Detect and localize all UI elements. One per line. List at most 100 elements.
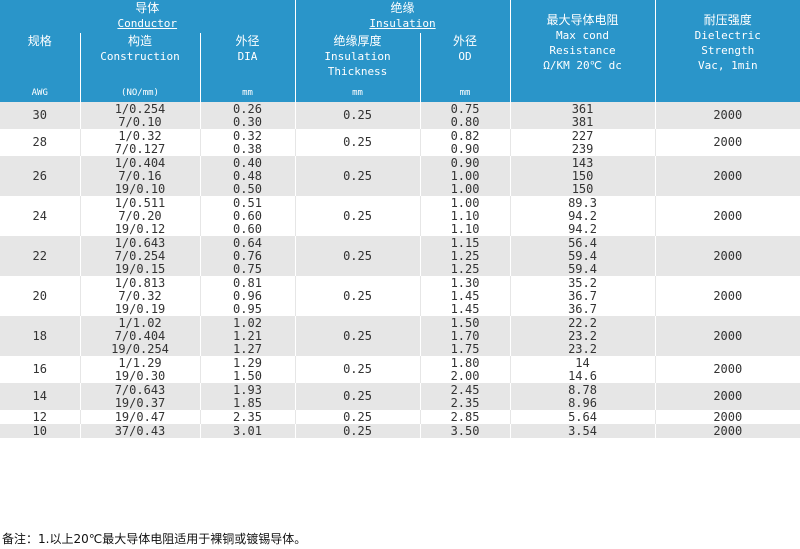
table-row: 28 1/0.32 7/0.127 0.32 0.38 0.25 0.82 0.90 227 23… bbox=[0, 129, 800, 156]
dia-cell: 0.51 0.60 0.60 bbox=[199, 196, 296, 236]
awg-cell: 16 bbox=[0, 356, 80, 383]
resistance-cell-line: 5.64 bbox=[568, 409, 597, 424]
awg-header-unit: AWG bbox=[31, 88, 48, 98]
dia-cell-line: 3.01 bbox=[233, 423, 262, 438]
dia-header-unit: mm bbox=[242, 88, 253, 98]
resistance-cell-line: 94.2 bbox=[568, 208, 597, 223]
dielectric-cell-value: 2000 bbox=[713, 168, 743, 183]
thickness-cell: 0.25 bbox=[294, 102, 421, 129]
awg-cell: 14 bbox=[0, 383, 80, 410]
thickness-cell-value: 0.25 bbox=[343, 423, 372, 438]
awg-cell: 18 bbox=[0, 316, 80, 356]
dia-cell: 2.35 bbox=[199, 410, 296, 424]
awg-cell-value: 24 bbox=[32, 208, 47, 223]
awg-cell-value: 10 bbox=[32, 423, 47, 438]
resistance-cell-line: 89.3 bbox=[568, 195, 597, 210]
dielectric-header: 耐压强度 Dielectric Strength Vac, 1min bbox=[654, 0, 800, 102]
od-cell: 2.85 bbox=[419, 409, 511, 424]
dielectric-cell-value: 2000 bbox=[713, 423, 743, 438]
od-cell-line: 2.35 bbox=[450, 395, 480, 410]
resistance-cell: 143 150 150 bbox=[509, 156, 656, 196]
construction-cell: 19/0.47 bbox=[79, 409, 200, 424]
od-cell-line: 1.75 bbox=[450, 341, 480, 356]
od-cell-line: 0.80 bbox=[450, 114, 480, 129]
conductor-header-en: Conductor bbox=[117, 17, 178, 30]
od-cell: 2.45 2.35 bbox=[419, 383, 511, 410]
thickness-cell-value: 0.25 bbox=[343, 288, 372, 303]
dia-cell-line: 0.38 bbox=[233, 141, 262, 156]
od-cell-line: 1.50 bbox=[450, 315, 480, 330]
construction-cell-line: 7/0.32 bbox=[118, 288, 162, 303]
dielectric-header-en2: Strength bbox=[701, 44, 755, 57]
dielectric-cell-value: 2000 bbox=[713, 135, 743, 149]
thickness-header-unit: mm bbox=[352, 88, 363, 98]
od-header-unit: mm bbox=[459, 88, 471, 98]
resistance-cell-line: 8.78 bbox=[568, 382, 597, 397]
od-header: 外径 OD mm bbox=[419, 33, 511, 102]
dia-cell-line: 1.50 bbox=[233, 368, 262, 383]
insulation-group-header: 绝缘 Insulation bbox=[294, 0, 511, 33]
resistance-cell: 5.64 bbox=[509, 409, 656, 424]
construction-cell: 1/0.643 7/0.254 19/0.15 bbox=[79, 236, 200, 276]
od-cell: 0.90 1.00 1.00 bbox=[419, 156, 511, 196]
resistance-cell-line: 23.2 bbox=[568, 341, 597, 356]
resistance-cell-line: 59.4 bbox=[568, 261, 597, 276]
dia-cell: 0.81 0.96 0.95 bbox=[199, 276, 296, 316]
construction-cell-line: 7/0.127 bbox=[114, 141, 166, 156]
thickness-cell: 0.25 bbox=[294, 196, 421, 236]
od-cell-line: 3.50 bbox=[450, 423, 480, 438]
awg-cell: 22 bbox=[0, 236, 80, 276]
table-row: 26 1/0.404 7/0.16 19/0.10 0.40 0.48 0.50 0.25 0.… bbox=[0, 156, 800, 196]
construction-header: 构造 Construction (NO/mm) bbox=[79, 33, 200, 102]
thickness-cell: 0.25 bbox=[294, 383, 421, 410]
construction-cell-line: 7/0.20 bbox=[118, 208, 162, 223]
footnote: 备注：1.以上20℃最大导体电阻适用于裸铜或镀锡导体。 bbox=[2, 532, 307, 546]
thickness-cell-value: 0.25 bbox=[343, 248, 372, 263]
dia-cell: 3.01 bbox=[199, 423, 296, 438]
construction-cell-line: 7/0.643 bbox=[114, 382, 166, 397]
dielectric-cell: 2000 bbox=[654, 236, 800, 276]
awg-cell-value: 12 bbox=[32, 409, 47, 424]
resistance-cell-line: 227 bbox=[571, 128, 594, 143]
table-row: 10 37/0.43 3.01 0.25 3.50 3.54 2000 bbox=[0, 424, 800, 438]
awg-header-cn: 规格 bbox=[27, 34, 52, 48]
awg-cell: 26 bbox=[0, 156, 80, 196]
conductor-header-cn: 导体 bbox=[135, 1, 160, 15]
construction-cell-line: 1/0.813 bbox=[114, 275, 166, 290]
dielectric-cell-value: 2000 bbox=[713, 208, 743, 223]
dielectric-cell: 2000 bbox=[654, 156, 800, 196]
thickness-header: 绝缘厚度 Insulation Thickness mm bbox=[294, 33, 421, 102]
awg-cell-value: 18 bbox=[32, 328, 47, 343]
od-cell-line: 1.80 bbox=[450, 355, 480, 370]
dielectric-cell: 2000 bbox=[654, 423, 800, 438]
table-row: 12 19/0.47 2.35 0.25 2.85 5.64 2000 bbox=[0, 410, 800, 424]
dielectric-cell: 2000 bbox=[654, 102, 800, 129]
dielectric-cell: 2000 bbox=[654, 356, 800, 383]
cable-spec-table: 导体 Conductor 绝缘 Insulation 最大导体电阻 Max co… bbox=[0, 0, 800, 438]
thickness-cell-value: 0.25 bbox=[343, 409, 372, 424]
table-row: 20 1/0.813 7/0.32 19/0.19 0.81 0.96 0.95 0.25 1.… bbox=[0, 276, 800, 316]
od-cell-line: 2.85 bbox=[450, 409, 480, 424]
awg-cell-value: 28 bbox=[32, 135, 47, 149]
resistance-cell: 22.2 23.2 23.2 bbox=[509, 316, 656, 356]
construction-cell-line: 1/0.404 bbox=[114, 155, 166, 170]
od-cell-line: 0.75 bbox=[450, 101, 480, 116]
insulation-header-en: Insulation bbox=[369, 17, 436, 30]
od-cell-line: 2.00 bbox=[450, 368, 480, 383]
od-cell-line: 1.30 bbox=[450, 275, 480, 290]
od-cell: 0.75 0.80 bbox=[419, 101, 511, 129]
od-cell-line: 1.00 bbox=[450, 195, 480, 210]
dielectric-cell-value: 2000 bbox=[713, 409, 743, 424]
table-row: 16 1/1.29 19/0.30 1.29 1.50 0.25 1.80 2.00 14 14.… bbox=[0, 356, 800, 383]
conductor-group-header: 导体 Conductor bbox=[0, 0, 296, 33]
dia-cell-line: 0.64 bbox=[233, 235, 262, 250]
table-row: 14 7/0.643 19/0.37 1.93 1.85 0.25 2.45 2.35 8.78… bbox=[0, 383, 800, 410]
od-cell-line: 1.25 bbox=[450, 261, 480, 276]
thickness-cell: 0.25 bbox=[294, 356, 421, 383]
construction-cell-line: 19/0.47 bbox=[114, 409, 166, 424]
od-header-en: OD bbox=[458, 50, 472, 63]
dia-cell-line: 0.75 bbox=[233, 261, 262, 276]
dia-cell-line: 0.26 bbox=[233, 101, 262, 116]
dia-cell-line: 1.29 bbox=[233, 355, 262, 370]
